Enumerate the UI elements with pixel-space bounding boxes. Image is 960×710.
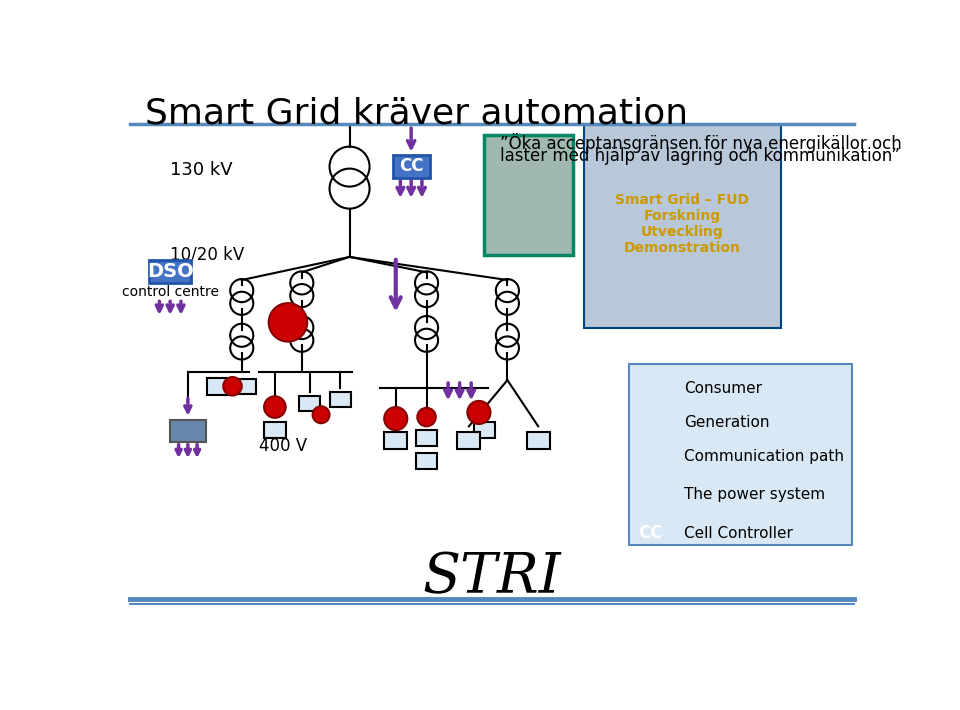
Circle shape: [313, 406, 329, 423]
Text: CC: CC: [399, 157, 423, 175]
Text: Smart Grid – FUD
Forskning
Utveckling
Demonstration: Smart Grid – FUD Forskning Utveckling De…: [615, 192, 749, 255]
FancyBboxPatch shape: [639, 380, 662, 397]
Circle shape: [640, 413, 660, 432]
FancyBboxPatch shape: [170, 420, 205, 442]
Text: Generation: Generation: [684, 415, 770, 430]
Text: ”Öka acceptansgränsen för nya energikällor och: ”Öka acceptansgränsen för nya energikäll…: [500, 133, 901, 153]
Text: 10/20 kV: 10/20 kV: [170, 246, 245, 263]
FancyBboxPatch shape: [473, 422, 495, 438]
FancyBboxPatch shape: [393, 155, 430, 178]
Text: Smart Grid kräver automation: Smart Grid kräver automation: [146, 97, 688, 131]
Text: Cell Controller: Cell Controller: [684, 526, 793, 541]
Circle shape: [264, 396, 286, 418]
Circle shape: [224, 377, 242, 395]
Text: 400 V: 400 V: [259, 437, 307, 454]
FancyBboxPatch shape: [235, 378, 255, 394]
FancyBboxPatch shape: [264, 422, 286, 438]
FancyBboxPatch shape: [457, 432, 480, 449]
Text: control centre: control centre: [122, 285, 219, 300]
FancyBboxPatch shape: [484, 135, 573, 255]
Text: 130 kV: 130 kV: [170, 161, 232, 179]
FancyBboxPatch shape: [585, 124, 780, 328]
FancyBboxPatch shape: [416, 453, 438, 469]
FancyBboxPatch shape: [416, 430, 438, 446]
Text: DSO: DSO: [147, 262, 194, 281]
Text: The power system: The power system: [684, 487, 826, 503]
FancyBboxPatch shape: [329, 392, 351, 407]
Text: Consumer: Consumer: [684, 381, 762, 396]
FancyBboxPatch shape: [527, 432, 550, 449]
Text: STRI: STRI: [422, 551, 562, 606]
FancyBboxPatch shape: [207, 378, 230, 395]
Circle shape: [269, 303, 307, 342]
FancyBboxPatch shape: [636, 523, 666, 543]
Circle shape: [384, 407, 407, 430]
FancyBboxPatch shape: [384, 432, 407, 449]
Text: CC: CC: [638, 525, 662, 542]
FancyBboxPatch shape: [629, 364, 852, 545]
FancyBboxPatch shape: [149, 260, 191, 283]
Text: laster med hjälp av lagring och kommunikation”: laster med hjälp av lagring och kommunik…: [500, 147, 900, 165]
FancyBboxPatch shape: [299, 395, 321, 411]
Text: Communication path: Communication path: [684, 449, 845, 464]
Circle shape: [468, 401, 491, 424]
Circle shape: [418, 408, 436, 426]
